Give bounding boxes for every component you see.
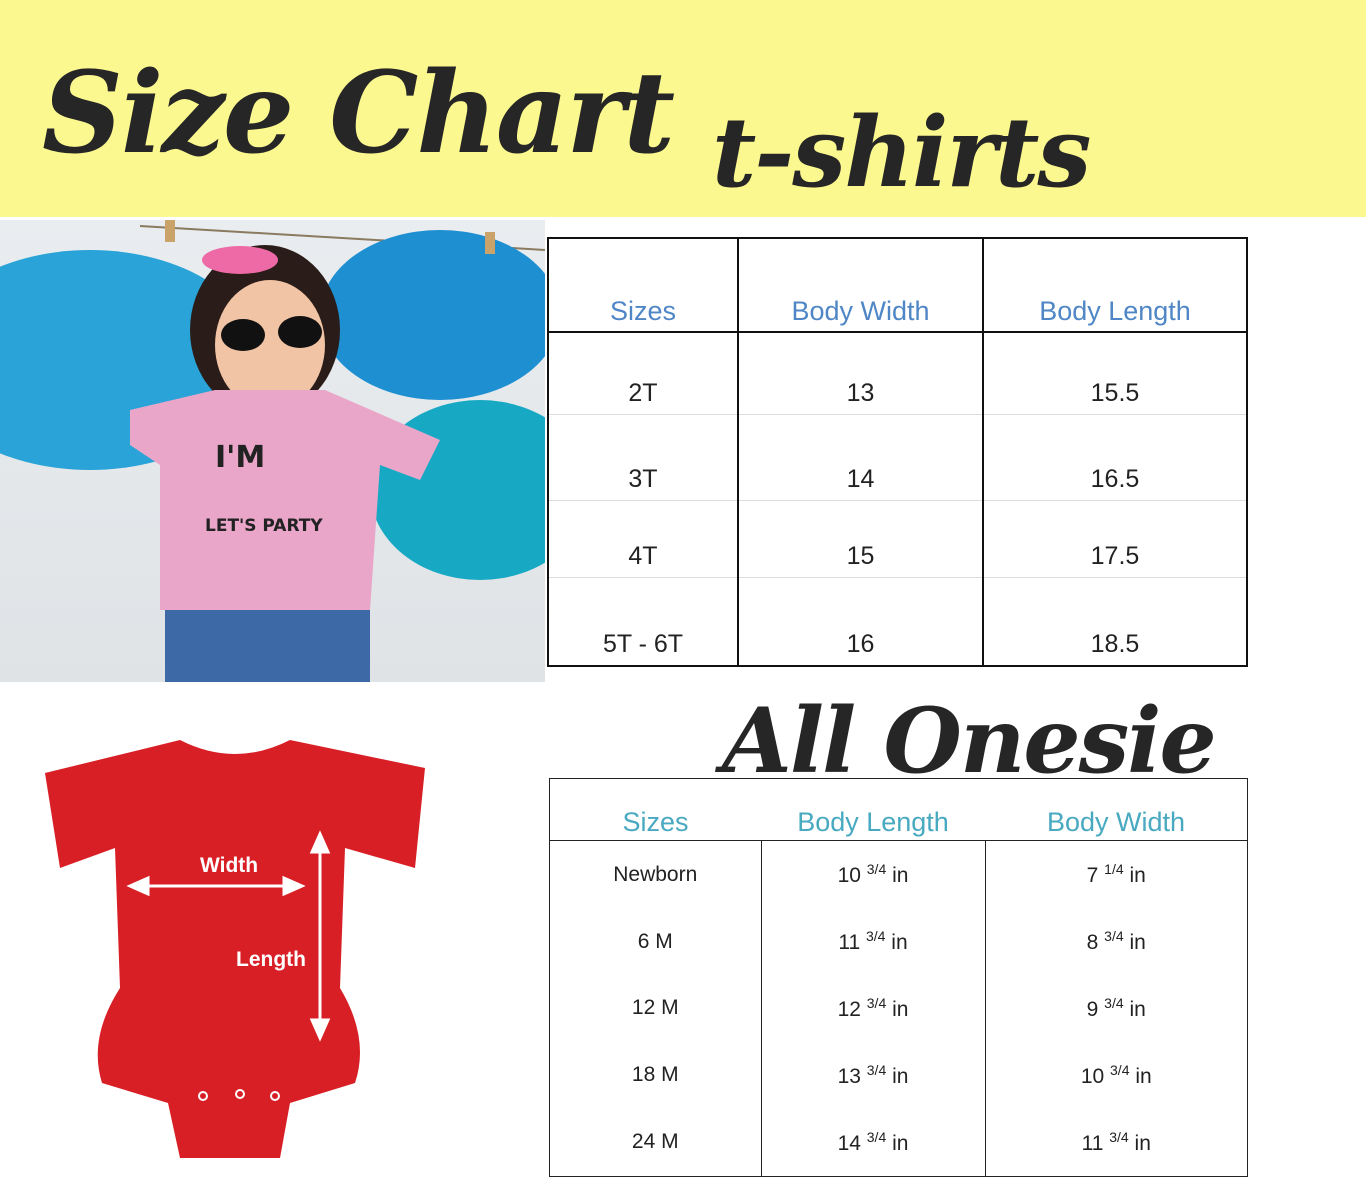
girl-illustration [0, 220, 545, 682]
table-row: 12 M 12 3/4 in 9 3/4 in [550, 975, 1248, 1042]
cell-size: 5T - 6T [547, 576, 738, 666]
length-arrow [309, 830, 331, 1042]
tshirt-size-table: Sizes Body Width Body Length 2T 13 15.5 3T… [547, 237, 1248, 667]
onesie-heading: All Onesie [722, 688, 1217, 794]
whole-value: 11 [838, 931, 861, 955]
table-row: 6 M 11 3/4 in 8 3/4 in [550, 908, 1248, 976]
unit-text: in [891, 931, 908, 955]
table-header-row: Sizes Body Width Body Length [547, 238, 1247, 333]
fraction-value: 3/4 [1109, 1128, 1129, 1145]
cell-width: 14 [737, 413, 983, 500]
unit-text: in [1129, 864, 1146, 888]
table-header-row: Sizes Body Length Body Width [549, 778, 1248, 841]
header-body-width: Body Width [737, 238, 983, 333]
onesie-diagram: Width Length [40, 738, 440, 1168]
shirt-text-party: LET'S PARTY [205, 516, 323, 536]
cell-size: 12 M [550, 975, 762, 1042]
fraction-value: 3/4 [1104, 928, 1124, 945]
cell-size: 18 M [550, 1042, 762, 1109]
unit-text: in [892, 864, 909, 888]
table-row: 3T 14 16.5 [547, 413, 1247, 500]
cell-width: 9 3/4 in [984, 975, 1248, 1042]
cell-length: 15.5 [982, 331, 1247, 414]
fraction-value: 3/4 [866, 861, 887, 878]
unit-text: in [892, 1131, 909, 1155]
cell-width: 11 3/4 in [984, 1108, 1248, 1177]
fraction-value: 3/4 [865, 928, 886, 945]
fraction-value: 3/4 [866, 1128, 887, 1145]
whole-value: 8 [1086, 931, 1099, 955]
cell-width: 16 [737, 576, 983, 666]
cell-width: 10 3/4 in [984, 1041, 1248, 1109]
page-title: Size Chart [42, 48, 675, 179]
table-row: Newborn 10 3/4 in 7 1/4 in [550, 840, 1248, 909]
cell-size: 2T [547, 331, 738, 414]
header-banner [0, 0, 1366, 217]
header-sizes: Sizes [549, 778, 761, 841]
onesie-size-table: Sizes Body Length Body Width Newborn 10 3… [549, 778, 1248, 1177]
header-body-length: Body Length [982, 238, 1247, 333]
shirt-text-im: I'M [215, 440, 266, 475]
whole-value: 10 [837, 864, 861, 888]
table-row: 24 M 14 3/4 in 11 3/4 in [550, 1108, 1248, 1177]
size-text: Newborn [613, 862, 698, 886]
cell-length: 10 3/4 in [760, 840, 985, 909]
unit-text: in [892, 1064, 909, 1088]
size-text: 18 M [631, 1063, 679, 1087]
fraction-value: 1/4 [1104, 861, 1124, 878]
size-text: 6 M [637, 929, 673, 953]
cell-width: 7 1/4 in [984, 840, 1248, 909]
cell-length: 11 3/4 in [760, 908, 985, 976]
size-text: 24 M [631, 1130, 679, 1154]
onesie-illustration [45, 740, 425, 1158]
width-arrow [126, 875, 306, 897]
cell-size: 6 M [550, 908, 762, 975]
table-row: 18 M 13 3/4 in 10 3/4 in [550, 1041, 1248, 1109]
fraction-value: 3/4 [866, 1061, 887, 1078]
table-row: 5T - 6T 16 18.5 [547, 576, 1247, 666]
cell-length: 14 3/4 in [760, 1108, 985, 1177]
cell-width: 15 [737, 499, 983, 577]
fraction-value: 3/4 [866, 994, 887, 1011]
whole-value: 13 [837, 1064, 861, 1088]
unit-text: in [892, 997, 909, 1021]
unit-text: in [1135, 1064, 1152, 1088]
cell-size: 4T [547, 499, 738, 577]
header-body-length: Body Length [761, 778, 985, 841]
unit-text: in [1129, 997, 1146, 1021]
whole-value: 10 [1080, 1064, 1105, 1088]
whole-value: 12 [837, 997, 861, 1021]
header-body-width: Body Width [985, 778, 1248, 841]
whole-value: 14 [837, 1131, 861, 1155]
header-sizes: Sizes [547, 238, 738, 333]
cell-size: Newborn [550, 841, 762, 909]
cell-width: 8 3/4 in [984, 908, 1248, 976]
cell-length: 13 3/4 in [760, 1041, 985, 1109]
unit-text: in [1129, 931, 1146, 955]
cell-width: 13 [737, 331, 983, 414]
length-label: Length [236, 948, 306, 971]
table-row: 2T 13 15.5 [547, 331, 1247, 414]
whole-value: 9 [1086, 997, 1099, 1021]
cell-length: 18.5 [982, 576, 1247, 666]
cell-length: 17.5 [982, 499, 1247, 577]
tshirt-model-photo: I'M LET'S PARTY [0, 220, 545, 682]
table-row: 4T 15 17.5 [547, 499, 1247, 577]
unit-text: in [1134, 1131, 1151, 1155]
cell-size: 24 M [550, 1109, 762, 1177]
cell-length: 16.5 [982, 413, 1247, 500]
cell-size: 3T [547, 413, 738, 500]
width-label: Width [200, 854, 259, 877]
size-text: 12 M [631, 996, 679, 1020]
tshirts-heading: t-shirts [712, 96, 1091, 209]
whole-value: 11 [1081, 1131, 1104, 1155]
fraction-value: 3/4 [1110, 1061, 1130, 1078]
whole-value: 7 [1086, 864, 1099, 888]
fraction-value: 3/4 [1104, 994, 1124, 1011]
cell-length: 12 3/4 in [760, 975, 985, 1042]
